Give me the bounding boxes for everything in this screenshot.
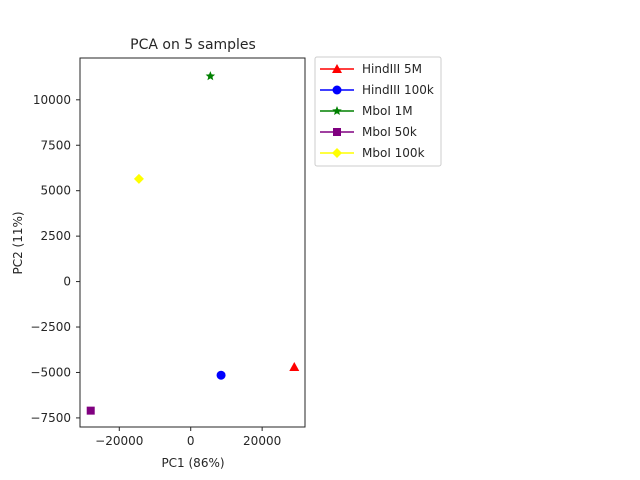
y-tick-label: 0 [63,275,71,289]
y-tick-label: 2500 [40,229,71,243]
legend-marker [332,106,342,116]
legend-label: HindIII 100k [362,83,434,97]
legend-marker [332,85,342,95]
data-point [216,370,226,380]
y-tick-label: 7500 [40,138,71,152]
legend-marker [332,148,342,158]
y-axis-label: PC2 (11%) [11,211,25,274]
data-point [289,362,300,372]
y-tick-label: −5000 [30,365,71,379]
chart-title: PCA on 5 samples [130,37,256,53]
y-tick-label: 10000 [33,93,71,107]
x-axis-ticks: −20000 0 20000 [95,427,281,448]
legend-label: MboI 100k [362,146,425,160]
legend-marker [332,64,342,73]
plot-frame [79,57,306,428]
data-point [133,173,144,184]
plot-area [79,57,306,428]
y-tick-label: −2500 [30,320,71,334]
y-tick-label: 5000 [40,184,71,198]
legend-label: HindIII 5M [362,62,422,76]
legend-frame [314,56,442,167]
data-point [205,71,216,81]
x-tick-label: 20000 [243,434,281,448]
legend-label: MboI 50k [362,125,417,139]
legend-label: MboI 1M [362,104,413,118]
x-axis-label: PC1 (86%) [161,456,224,470]
x-tick-label: 0 [187,434,195,448]
y-axis-ticks: −7500 −5000 −2500 0 2500 5000 7500 10000 [30,93,80,425]
legend: HindIII 5M HindIII 100k MboI 1M MboI 50k Mbo… [314,56,442,167]
data-points [86,71,300,415]
legend-marker [333,128,341,136]
x-tick-label: −20000 [95,434,143,448]
y-tick-label: −7500 [30,411,71,425]
data-point [86,406,95,415]
